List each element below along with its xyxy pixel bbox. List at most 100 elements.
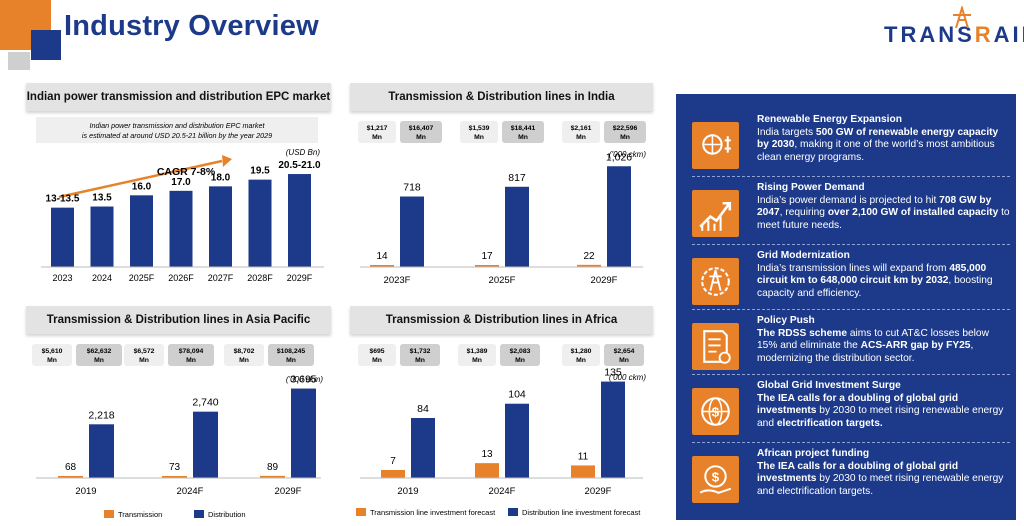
rising-demand-icon [692,190,739,237]
asia-transmission-label: 68 [65,462,77,473]
asia-badge-unit: Mn [47,357,57,364]
driver-heading: African project funding [757,448,870,459]
africa-badge-unit: Mn [372,357,382,364]
asia-transmission-bar [260,475,285,478]
india-transmission-bar [577,264,601,267]
asia-badge-box [224,344,264,366]
africa-badge-unit: Mn [472,357,482,364]
asia-badge-amount: $5,610 [42,348,63,355]
india-transmission-bar [370,265,394,267]
driver-text-part: electrification targets. [776,417,883,429]
africa-tick-label: 2019 [397,486,418,497]
india-distribution-label: 1,026 [606,151,632,163]
epc-bar [288,174,311,267]
africa-tick-label: 2024F [489,486,516,497]
india-badge-box [400,121,442,143]
asia-lines-chart: $5,610 Mn $62,632 Mn $6,572 Mn $78,094 Mn $8,702… [32,344,323,519]
africa-badge-box [562,344,600,366]
india-tick-label: 2025F [489,275,516,286]
driver-heading: Global Grid Investment Surge [757,380,901,391]
driver-text-part: 485,000 circuit km to 648,000 circuit km… [757,262,987,287]
epc-tick-label: 2029F [287,273,313,283]
africa-legend-distribution-text: Distribution line investment forecast [522,508,641,517]
driver-text-part: The IEA calls for a doubling of global g… [757,460,959,485]
driver-text: Policy Push The RDSS scheme aims to cut A… [757,315,1012,365]
driver-heading: Grid Modernization [757,250,850,261]
epc-bar [248,179,272,267]
logo-tower-icon [953,6,971,28]
epc-tick-label: 2026F [168,273,194,283]
asia-badge-box [76,344,122,366]
epc-data-label: 19.5 [250,166,270,177]
africa-distribution-label: 135 [604,367,622,379]
driver-text: Rising Power Demand India’s power demand … [757,182,1012,232]
africa-badge-amount: $2,654 [614,348,635,355]
epc-bar [169,190,193,267]
india-badge-amount: $22,596 [613,125,638,132]
africa-transmission-bar [571,465,595,478]
driver-item: Grid Modernization India’s transmission l… [676,250,1016,314]
africa-badge-box [400,344,440,366]
epc-market-chart: Indian power transmission and distributi… [36,117,324,283]
africa-unit-label: ('000 ckm) [609,373,646,382]
driver-separator [692,374,1010,375]
africa-panel-title: Transmission & Distribution lines in Afr… [350,306,653,334]
driver-heading: Rising Power Demand [757,182,865,193]
africa-badge-amount: $1,389 [467,348,488,355]
global-investment-icon: $ [692,388,739,435]
asia-badge-amount: $6,572 [134,348,155,355]
africa-badge-box [500,344,540,366]
india-distribution-label: 817 [508,172,526,184]
asia-badge-amount: $108,245 [277,348,306,355]
driver-item: Policy Push The RDSS scheme aims to cut A… [676,315,1016,379]
driver-text-part: , boosting capacity and efficiency. [757,275,993,299]
africa-transmission-label: 7 [390,456,396,467]
driver-separator [692,442,1010,443]
india-transmission-label: 22 [583,251,595,262]
asia-badge-unit: Mn [186,357,196,364]
asia-legend-transmission-swatch [104,510,114,518]
africa-lines-panel: Transmission & Distribution lines in Afr… [350,306,653,522]
driver-heading: Policy Push [757,315,815,326]
india-badge-unit: Mn [474,134,484,141]
driver-item: Renewable Energy Expansion India targets … [676,114,1016,178]
africa-transmission-bar [475,463,499,478]
epc-data-label: 16.0 [132,181,152,192]
asia-legend-distribution-text: Distribution [208,510,246,519]
epc-bar [51,207,74,267]
driver-text-part: The IEA calls for a doubling of global g… [757,392,959,417]
africa-badge-box [358,344,396,366]
driver-separator [692,244,1010,245]
epc-unit-label: (USD Bn) [286,148,321,157]
grid-modernization-icon [692,258,739,305]
india-panel-title: Transmission & Distribution lines in Ind… [350,83,653,111]
india-badge-box [358,121,396,143]
cagr-arrow-head [222,155,232,167]
africa-badge-amount: $695 [369,348,384,355]
epc-bar [130,195,153,267]
asia-transmission-label: 89 [267,462,279,473]
epc-data-label: 18.0 [211,172,231,183]
africa-distribution-bar [411,418,435,478]
epc-data-label: 13.5 [92,193,112,204]
asia-panel-title: Transmission & Distribution lines in Asi… [26,306,331,334]
india-badge-unit: Mn [620,134,630,141]
india-badge-box [460,121,498,143]
driver-text-part: India targets [757,126,816,138]
driver-text-part: aims to cut AT&C losses below 15% and el… [757,327,989,352]
asia-transmission-label: 73 [169,462,181,473]
driver-text-part: , requiring [779,207,828,219]
africa-legend-transmission-text: Transmission line investment forecast [370,508,496,517]
asia-distribution-bar [291,388,316,478]
africa-distribution-bar [505,403,529,478]
africa-transmission-label: 11 [578,451,589,462]
decor-gray-square [8,52,30,70]
africa-badge-amount: $1,732 [410,348,431,355]
india-distribution-bar [505,186,529,267]
driver-text: Grid Modernization India’s transmission l… [757,250,1012,300]
epc-data-label: 17.0 [171,177,191,188]
driver-text-part: to meet future needs. [757,207,1010,231]
india-badge-box [562,121,600,143]
india-lines-chart: $1,217 Mn $16,407 Mn $1,539 Mn $18,441 Mn $2,161… [358,121,646,286]
driver-text-part: 708 GW by 2047 [757,194,992,219]
